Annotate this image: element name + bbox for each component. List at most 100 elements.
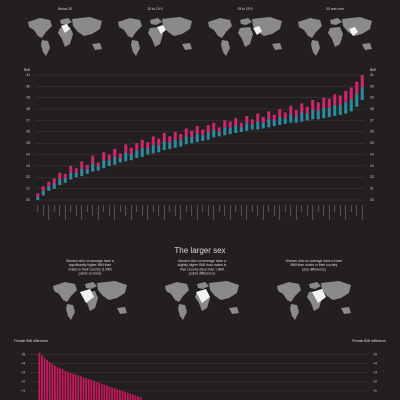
y-tick-label: 31 (26, 73, 30, 77)
male-range (129, 153, 133, 161)
male-range (245, 123, 249, 131)
female-range (41, 186, 45, 191)
female-range (239, 122, 243, 128)
male-range (102, 160, 106, 169)
map-highlight (80, 289, 94, 303)
bar (139, 397, 142, 400)
bar (87, 379, 90, 400)
female-range (327, 98, 331, 108)
bar (40, 355, 43, 400)
female-range (118, 153, 122, 158)
female-range (316, 102, 320, 111)
y-tick-label: 22 (26, 175, 30, 179)
bar (85, 378, 88, 400)
male-range (179, 140, 183, 147)
female-range (261, 117, 265, 123)
female-range (135, 143, 139, 151)
female-range (102, 152, 106, 161)
bar (103, 384, 106, 400)
world-map (118, 17, 192, 56)
female-range (124, 144, 128, 153)
bar (74, 374, 77, 400)
male-range (151, 144, 155, 154)
female-range (212, 122, 216, 131)
male-range (344, 102, 348, 114)
y-tick-label-right: +3 (373, 371, 377, 375)
female-range (184, 128, 188, 137)
bar (121, 390, 124, 400)
y-tick-label: 23 (26, 164, 30, 168)
male-range (162, 141, 166, 151)
male-range (305, 113, 309, 121)
male-range (234, 125, 238, 133)
female-range (322, 97, 326, 108)
male-range (91, 163, 95, 172)
male-range (338, 105, 342, 115)
bar (134, 395, 137, 400)
male-range (52, 183, 56, 189)
y-tick-label: +5 (21, 352, 25, 356)
female-range (250, 119, 254, 125)
female-range (58, 172, 62, 179)
female-range (283, 112, 287, 119)
bar (98, 382, 101, 400)
bar (126, 392, 129, 400)
male-range (63, 178, 67, 183)
female-range (107, 154, 111, 161)
map-highlight (196, 289, 210, 303)
male-range (85, 169, 89, 174)
y-tick-label-right: 30 (370, 84, 374, 88)
female-range (146, 142, 150, 149)
y-tick-label: 25 (26, 141, 30, 145)
female-range (52, 178, 56, 184)
female-range (74, 168, 78, 173)
female-range (80, 161, 84, 169)
bar (48, 361, 51, 400)
female-range (206, 125, 210, 133)
bar (51, 363, 54, 400)
y-tick-label: 30 (26, 84, 30, 88)
female-range (201, 129, 205, 136)
male-range (140, 148, 144, 157)
female-range (300, 103, 304, 113)
female-range (289, 105, 293, 115)
female-range (349, 87, 353, 100)
y-tick-label-right: 25 (370, 141, 374, 145)
male-range (355, 94, 359, 107)
male-range (283, 118, 287, 124)
male-range (256, 121, 260, 130)
male-range (239, 127, 243, 132)
male-range (289, 114, 293, 123)
female-range (157, 138, 161, 146)
female-range (272, 114, 276, 121)
y-tick-label: 28 (26, 107, 30, 111)
male-range (300, 112, 304, 122)
female-range (228, 121, 232, 128)
female-range (91, 155, 95, 164)
map-label: 25 to 29.9 (237, 7, 252, 11)
female-range (47, 181, 51, 187)
map-highlight (312, 289, 326, 303)
female-range (190, 130, 194, 137)
y-tick-label-right: 22 (370, 175, 374, 179)
male-range (267, 119, 271, 128)
description: Women who on average have a significantly… (66, 259, 114, 276)
y-axis-label: BMI (24, 68, 30, 72)
male-range (168, 142, 172, 149)
y-axis-label-right: BMI (370, 68, 376, 72)
bar (113, 388, 116, 400)
male-range (41, 190, 45, 196)
world-map (298, 17, 372, 56)
female-range (311, 100, 315, 110)
bar (72, 373, 75, 400)
male-range (206, 132, 210, 140)
map-label: 20 to 24.9 (147, 7, 162, 11)
female-range (305, 106, 309, 114)
bar (124, 391, 127, 400)
female-range (338, 95, 342, 106)
female-range (278, 109, 282, 118)
male-range (135, 150, 139, 158)
map-label: 30 and over (326, 7, 345, 11)
